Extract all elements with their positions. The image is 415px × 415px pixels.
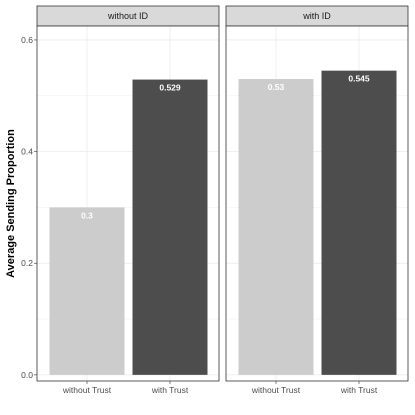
x-tick-label: without Trust [251, 385, 301, 395]
bar [132, 79, 208, 375]
y-tick-label: 0.6 [21, 35, 33, 45]
x-tick-label: without Trust [62, 385, 112, 395]
y-tick-label: 0.0 [21, 370, 33, 380]
facet-panel-2: with ID 0.53 0.545 without Trust with Trust [225, 5, 409, 395]
panel-border [36, 25, 220, 382]
panel-border [225, 25, 409, 382]
y-axis-title: Average Sending Proportion [5, 129, 17, 278]
facet-strip-label: with ID [302, 11, 331, 21]
bar [238, 79, 314, 375]
facet-panel-1: without ID 0.3 0.529 without Trust with Trus… [36, 5, 220, 395]
y-tick-label: 0.4 [21, 147, 33, 157]
y-tick-label: 0.2 [21, 258, 33, 268]
bar [49, 207, 125, 375]
x-tick-label: with Trust [340, 385, 378, 395]
facet-strip-label: without ID [107, 11, 149, 21]
bar-value-label: 0.53 [268, 82, 285, 92]
bar [321, 70, 397, 375]
bar-value-label: 0.529 [159, 83, 181, 93]
bar-value-label: 0.545 [348, 74, 370, 84]
bar-value-label: 0.3 [81, 210, 93, 220]
x-tick-label: with Trust [151, 385, 189, 395]
